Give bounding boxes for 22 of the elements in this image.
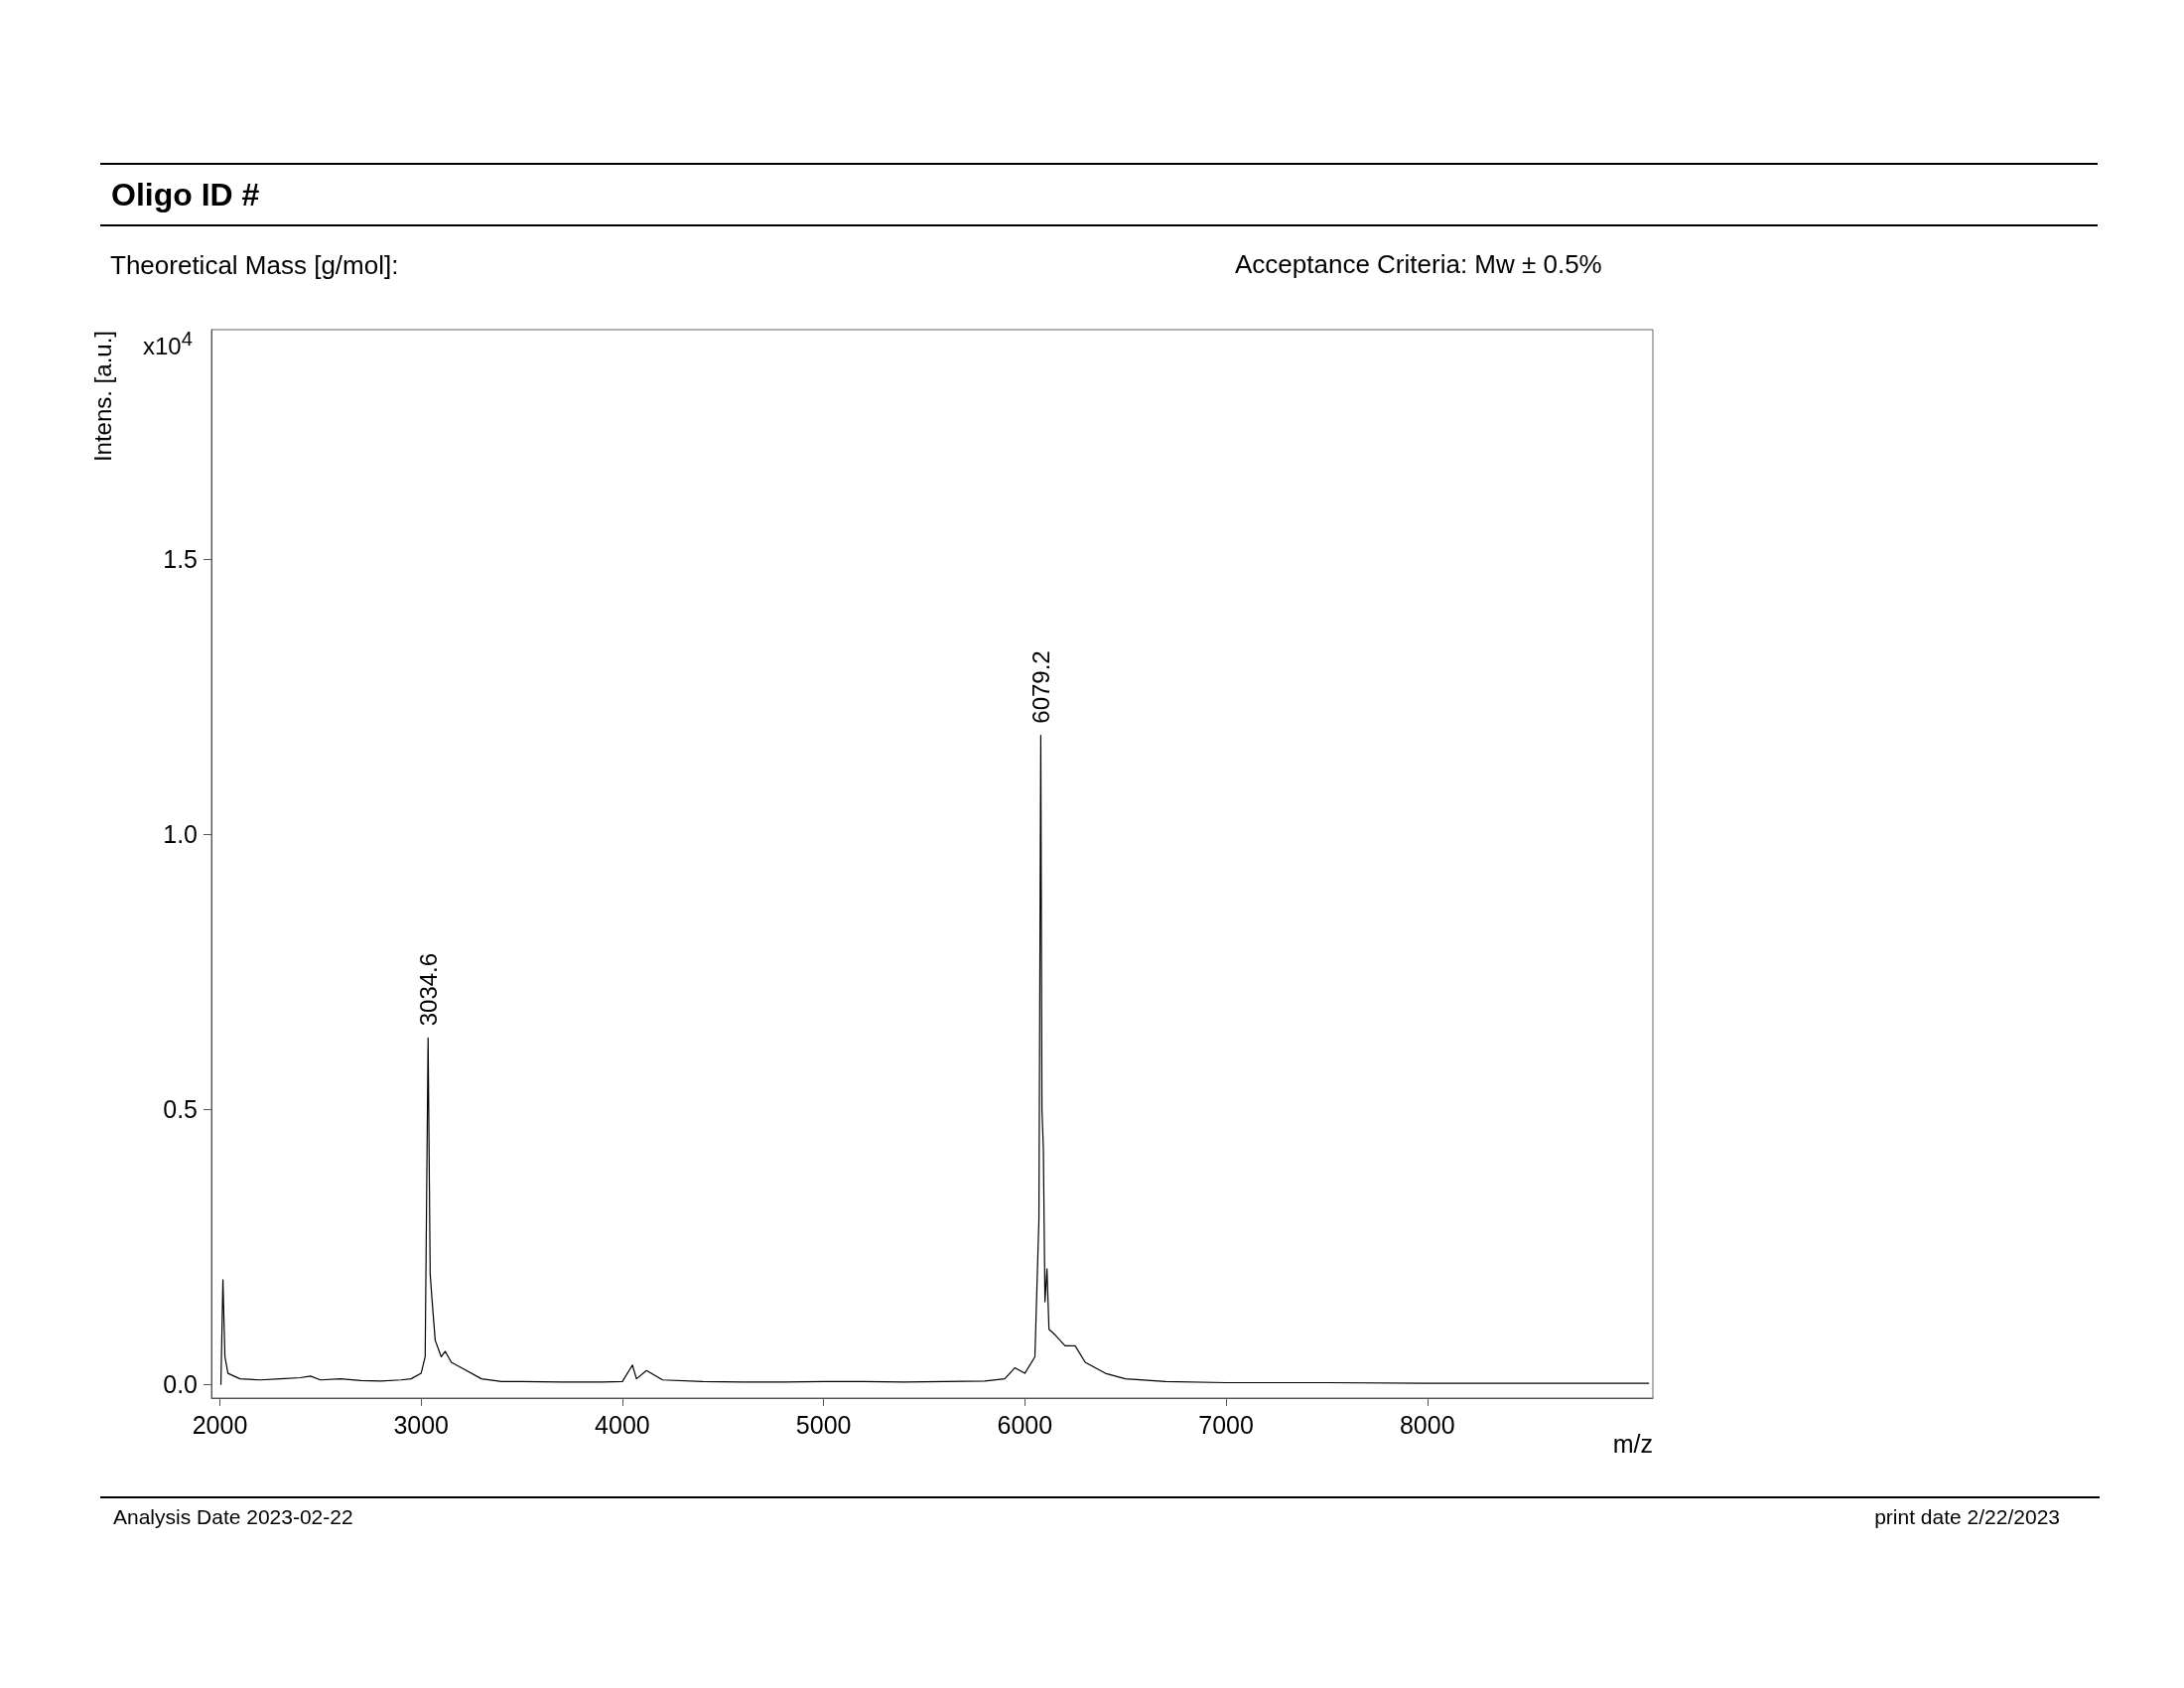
chart-subtitle: Theoretical Mass [g/mol]: xyxy=(110,250,399,281)
y-tick-label: 1.5 xyxy=(163,545,198,574)
text: print date 2/22/2023 xyxy=(1874,1505,2060,1529)
y-axis-title: Intens. [a.u.] xyxy=(89,331,117,463)
annotation: 3034.6 xyxy=(414,952,442,1027)
line-series xyxy=(219,735,1650,1385)
x-tick-label: 8000 xyxy=(1399,1410,1455,1439)
y-tick-label: 1.0 xyxy=(163,820,198,849)
x-tick-label: 2000 xyxy=(192,1410,248,1439)
chart-title: Oligo ID # xyxy=(111,177,260,213)
x-tick-label: 6000 xyxy=(997,1410,1053,1439)
x-tick-label: 4000 xyxy=(595,1410,650,1439)
x-tick-label: 5000 xyxy=(795,1410,852,1439)
text: Analysis Date 2023-02-22 xyxy=(113,1505,353,1529)
annotation: 6079.2 xyxy=(1026,650,1054,724)
y-tick-label: 0.0 xyxy=(163,1370,198,1399)
y-tick-label: 0.5 xyxy=(163,1095,198,1124)
text: x10$^{4}$ xyxy=(143,328,193,360)
x-tick-label: 7000 xyxy=(1198,1410,1254,1439)
text: Acceptance Criteria: Mw ± 0.5% xyxy=(1235,249,1602,280)
x-tick-label: 3000 xyxy=(393,1410,450,1439)
x-axis-title: m/z xyxy=(1611,1430,1653,1459)
